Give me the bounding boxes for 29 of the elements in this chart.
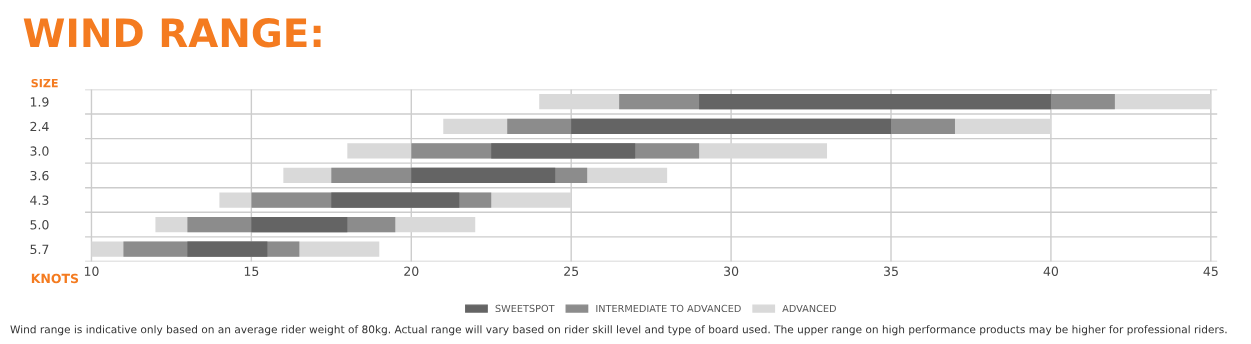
legend-label: INTERMEDIATE TO ADVANCED	[596, 304, 741, 313]
x-tick-label: 35	[884, 266, 898, 276]
legend-label: ADVANCED	[782, 304, 836, 313]
x-axis-title: KNOTS	[31, 273, 79, 284]
bar	[331, 192, 460, 208]
chart-title: WIND RANGE:	[23, 18, 321, 48]
x-tick-label: 15	[244, 266, 259, 276]
y-tick-label: 3.0	[30, 146, 49, 156]
y-tick-label: 1.9	[30, 97, 49, 107]
text: Wind range is indicative only based on an average rider weight of 80kg. Actual range will vary based on rider skill level and type of board used. The upper range on high performance products may be higher for professional riders.	[10, 325, 1227, 336]
y-tick-label: 4.3	[30, 195, 49, 205]
y-tick-label: 5.0	[30, 220, 49, 230]
bar	[187, 241, 268, 257]
bar	[411, 167, 556, 184]
x-tick-label: 30	[724, 266, 739, 276]
bar	[699, 94, 1051, 110]
x-tick-label: 25	[564, 266, 579, 276]
x-tick-label: 45	[1203, 266, 1218, 276]
legend-label: SWEETSPOT	[495, 304, 555, 313]
bar	[251, 216, 348, 233]
y-tick-label: 3.6	[30, 170, 49, 181]
y-tick-label: 5.7	[30, 244, 49, 255]
bar	[571, 118, 892, 134]
bar	[491, 143, 636, 159]
x-tick-label: 40	[1043, 266, 1059, 276]
y-axis-title: SIZE	[31, 78, 58, 88]
x-tick-label: 10	[84, 266, 99, 276]
y-tick-label: 2.4	[30, 121, 49, 132]
x-tick-label: 20	[404, 266, 419, 276]
